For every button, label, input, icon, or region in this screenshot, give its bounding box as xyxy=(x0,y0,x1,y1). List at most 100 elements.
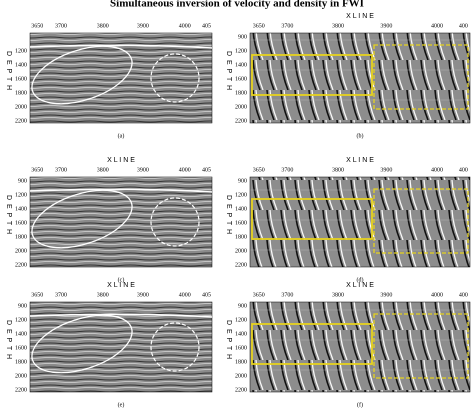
y-tick-label: 2200 xyxy=(15,118,27,124)
x-tick-label: 405 xyxy=(202,167,211,173)
caption: (e) xyxy=(118,401,125,408)
highlight-ellipse-dashed xyxy=(150,197,200,247)
figure-title: Simultaneous inversion of velocity and d… xyxy=(110,0,364,10)
y-tick-label: 1200 xyxy=(235,317,247,323)
y-tick-label: 1400 xyxy=(235,62,247,68)
x-tick-label: 3800 xyxy=(97,292,109,298)
x-tick-label: 3800 xyxy=(97,167,109,173)
x-axis-label: X L I N E xyxy=(107,282,135,289)
gather-image xyxy=(249,176,471,268)
highlight-ellipse xyxy=(31,314,133,374)
x-tick-label: 3700 xyxy=(55,167,67,173)
x-tick-label: 3700 xyxy=(281,167,293,173)
y-tick-label: 900 xyxy=(238,303,247,309)
x-tick-label: 3900 xyxy=(137,23,149,29)
y-tick-label: 1800 xyxy=(235,359,247,365)
y-axis-label: D E P T H xyxy=(225,51,232,91)
x-axis-label: X L I N E xyxy=(346,13,374,20)
y-tick-label: 2200 xyxy=(235,387,247,393)
y-tick-label: 1600 xyxy=(235,220,247,226)
x-axis-label: X L I N E xyxy=(107,157,135,164)
x-axis-label: X L I N E xyxy=(346,157,374,164)
x-tick-label: 3900 xyxy=(380,167,392,173)
highlight-box-dashed xyxy=(373,188,469,254)
y-tick-label: 1200 xyxy=(235,192,247,198)
panel: 3650 3700 3800 3900 4000 400 900 1200 1400 1600 18… xyxy=(225,157,471,283)
panel: 3650 3700 3800 3900 4000 405 900 1200 1400 1600 18… xyxy=(5,282,213,408)
y-tick-label: 1600 xyxy=(15,345,27,351)
y-tick-label: 1800 xyxy=(15,234,27,240)
x-tick-label: 3650 xyxy=(253,23,265,29)
caption: (c) xyxy=(118,276,125,283)
x-tick-label: 3800 xyxy=(332,292,344,298)
panel: 3650 3700 3800 3900 4000 400 900 1200 1400 1600 18… xyxy=(225,13,471,139)
caption: (d) xyxy=(357,276,364,283)
x-tick-label: 3650 xyxy=(31,167,43,173)
y-tick-label: 1600 xyxy=(15,220,27,226)
y-tick-label: 2000 xyxy=(15,248,27,254)
x-tick-label: 4000 xyxy=(431,167,443,173)
y-tick-label: 1600 xyxy=(15,76,27,82)
y-tick-label: 2200 xyxy=(15,387,27,393)
y-tick-label: 1200 xyxy=(235,48,247,54)
x-tick-label: 3650 xyxy=(253,292,265,298)
x-tick-label: 400 xyxy=(459,292,468,298)
y-axis-label: D E P T H xyxy=(5,51,12,91)
y-tick-label: 1600 xyxy=(235,76,247,82)
highlight-box xyxy=(251,54,373,96)
x-tick-label: 3900 xyxy=(380,23,392,29)
highlight-ellipse xyxy=(31,45,133,105)
y-tick-label: 1200 xyxy=(15,48,27,54)
seafloor xyxy=(29,313,213,318)
x-axis-label: X L I N E xyxy=(346,282,374,289)
x-tick-label: 4000 xyxy=(179,167,191,173)
panel: 3650 3700 3800 3900 4000 405 900 1200 1400 1600 18… xyxy=(5,157,213,283)
x-tick-label: 4000 xyxy=(431,23,443,29)
x-tick-label: 3700 xyxy=(55,23,67,29)
y-tick-label: 2000 xyxy=(235,248,247,254)
x-tick-label: 400 xyxy=(459,23,468,29)
x-tick-label: 3700 xyxy=(281,292,293,298)
y-tick-label: 2000 xyxy=(15,104,27,110)
caption: (f) xyxy=(357,401,363,408)
seismic-image xyxy=(29,301,213,393)
x-tick-label: 3700 xyxy=(55,292,67,298)
y-tick-label: 1200 xyxy=(15,192,27,198)
x-tick-label: 4000 xyxy=(179,23,191,29)
y-tick-label: 2200 xyxy=(235,118,247,124)
y-tick-label: 900 xyxy=(238,178,247,184)
y-tick-label: 1400 xyxy=(235,331,247,337)
y-axis-label: D E P T H xyxy=(225,320,232,360)
y-tick-label: 1400 xyxy=(15,331,27,337)
x-tick-label: 3650 xyxy=(31,23,43,29)
highlight-ellipse xyxy=(31,189,133,249)
y-tick-label: 1800 xyxy=(235,234,247,240)
y-tick-label: 2000 xyxy=(15,373,27,379)
y-axis-label: D E P T H xyxy=(5,320,12,360)
y-tick-label: 1800 xyxy=(235,90,247,96)
y-tick-label: 900 xyxy=(238,34,247,40)
y-tick-label: 900 xyxy=(18,303,27,309)
y-tick-label: 1600 xyxy=(235,345,247,351)
y-tick-label: 2200 xyxy=(235,262,247,268)
x-tick-label: 3650 xyxy=(253,167,265,173)
y-tick-label: 2000 xyxy=(235,104,247,110)
highlight-box-dashed xyxy=(373,313,469,379)
y-tick-label: 1800 xyxy=(15,90,27,96)
y-tick-label: 1800 xyxy=(15,359,27,365)
panel: 3650 3700 3800 3900 4000 400 900 1200 1400 1600 18… xyxy=(225,282,471,408)
y-tick-label: 900 xyxy=(18,178,27,184)
y-tick-label: 1400 xyxy=(15,206,27,212)
panel: 3650 3700 3800 3900 4000 405 1200 1400 1600 1800 2… xyxy=(5,23,213,139)
seafloor xyxy=(29,188,213,193)
highlight-ellipse-dashed xyxy=(150,322,200,372)
y-axis-label: D E P T H xyxy=(5,195,12,235)
y-tick-label: 1400 xyxy=(235,206,247,212)
seismic-image xyxy=(29,176,213,268)
x-tick-label: 405 xyxy=(202,292,211,298)
seafloor xyxy=(29,44,213,49)
gather-image xyxy=(249,301,471,393)
x-tick-label: 405 xyxy=(202,23,211,29)
y-axis-label: D E P T H xyxy=(225,195,232,235)
x-tick-label: 3800 xyxy=(332,23,344,29)
